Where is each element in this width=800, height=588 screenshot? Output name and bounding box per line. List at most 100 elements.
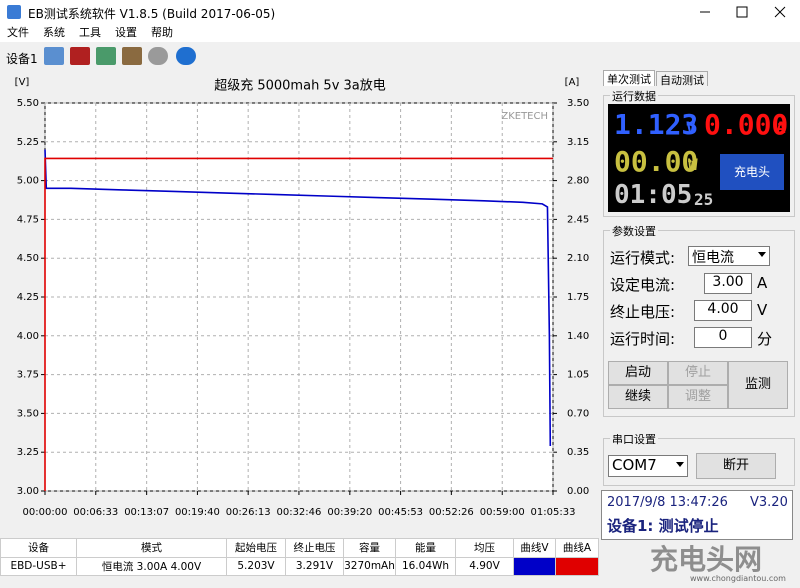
- x-tick-label: 00:13:07: [124, 507, 169, 518]
- summary-table: 设备 模式 起始电压 终止电压 容量 能量 均压 曲线V 曲线A EBD-USB+ 恒电流 3.0…: [0, 538, 599, 576]
- x-tick-label: 00:52:26: [429, 507, 474, 518]
- current-input[interactable]: 3.00: [704, 273, 752, 294]
- x-tick-label: 00:19:40: [175, 507, 220, 518]
- monitor-button[interactable]: 监测: [728, 361, 788, 409]
- time-label: 运行时间:: [610, 330, 676, 348]
- y-tick-label: 4.00: [17, 331, 39, 342]
- x-tick-label: 00:59:00: [480, 507, 525, 518]
- time-reading: 01:05: [614, 180, 693, 210]
- table-header: 模式: [76, 538, 227, 558]
- x-tick-label: 00:39:20: [327, 507, 372, 518]
- y-tick-label: 4.75: [17, 214, 39, 225]
- menu-item[interactable]: 文件: [7, 26, 29, 39]
- data-line: [44, 157, 553, 491]
- y-tick-label: 5.25: [17, 137, 39, 148]
- search-icon[interactable]: [148, 47, 168, 65]
- curve-swatch: [513, 556, 556, 576]
- y-tick-label: 5.00: [17, 176, 39, 187]
- y-tick-label: 4.25: [17, 292, 39, 303]
- voltage-input[interactable]: 4.00: [694, 300, 752, 321]
- save-icon[interactable]: [70, 47, 90, 65]
- toolbar: 设备1: [0, 43, 600, 70]
- menu-item[interactable]: 系统: [43, 26, 65, 39]
- serial-group: 串口设置 COM7 断开: [603, 431, 795, 486]
- open-icon[interactable]: [44, 47, 64, 65]
- y-tick-label: 3.00: [17, 486, 39, 497]
- status-version: V3.20: [750, 495, 788, 510]
- y2-tick-label: 0.35: [567, 447, 589, 458]
- voltage-label: 终止电压:: [610, 303, 676, 321]
- group-title: 运行数据: [610, 88, 658, 104]
- tab[interactable]: 单次测试: [603, 70, 655, 86]
- watermark-logo: 充电头网: [650, 543, 763, 576]
- current-label: 设定电流:: [610, 276, 676, 294]
- x-tick-label: 00:00:00: [23, 507, 68, 518]
- mode-select[interactable]: 恒电流: [688, 246, 770, 266]
- current-unit: A: [776, 118, 786, 137]
- y2-axis-label: [A]: [565, 77, 580, 88]
- status-state: 设备1: 测试停止: [607, 517, 719, 535]
- stop-button: 停止: [668, 361, 728, 385]
- table-header: 曲线V: [513, 538, 556, 558]
- watermark-url: www.chongdiantou.com: [690, 574, 786, 583]
- mode-label: 运行模式:: [610, 249, 676, 267]
- adjust-button: 调整: [668, 385, 728, 409]
- lcd-panel: 1.123 V 0.000 A 00.00 W 01:05 25 充电头: [608, 104, 790, 212]
- y2-tick-label: 2.45: [567, 214, 589, 225]
- dropdown-arrow: [758, 252, 766, 261]
- y2-tick-label: 0.00: [567, 486, 589, 497]
- window-controls[interactable]: [680, 0, 800, 24]
- y2-tick-label: 0.70: [567, 408, 589, 419]
- table-cell: 恒电流 3.00A 4.00V: [76, 556, 227, 576]
- continue-button[interactable]: 继续: [608, 385, 668, 409]
- mode-value: 恒电流: [692, 250, 734, 266]
- x-tick-label: 01:05:33: [531, 507, 576, 518]
- maximize[interactable]: [736, 6, 748, 18]
- table-header: 能量: [395, 538, 456, 558]
- params-group: 参数设置 运行模式: 恒电流 设定电流: 3.00 A 终止电压: 4.00 V…: [603, 223, 795, 417]
- table-cell: 16.04Wh: [395, 556, 456, 576]
- table-header: 设备: [0, 538, 77, 558]
- table-header: 曲线A: [555, 538, 599, 558]
- tab[interactable]: 自动测试: [656, 71, 708, 87]
- status-datetime: 2017/9/8 13:47:26: [607, 495, 728, 510]
- menu-item[interactable]: 帮助: [151, 26, 173, 39]
- tabs: 单次测试 自动测试: [603, 70, 793, 87]
- tools-icon[interactable]: [122, 47, 142, 65]
- y2-tick-label: 2.80: [567, 176, 589, 187]
- y2-tick-label: 1.75: [567, 292, 589, 303]
- group-title: 串口设置: [610, 431, 658, 447]
- disconnect-button[interactable]: 断开: [696, 453, 776, 479]
- table-cell: 3270mAh: [343, 556, 396, 576]
- info-icon[interactable]: [176, 47, 196, 65]
- watermark: ZKETECH: [501, 111, 548, 122]
- port-select[interactable]: COM7: [608, 455, 688, 477]
- x-tick-label: 00:32:46: [276, 507, 321, 518]
- y-tick-label: 5.50: [17, 98, 39, 109]
- start-button[interactable]: 启动: [608, 361, 668, 385]
- image-icon[interactable]: [96, 47, 116, 65]
- app-icon: [7, 5, 21, 19]
- x-tick-label: 00:26:13: [226, 507, 271, 518]
- menu-item[interactable]: 设置: [115, 26, 137, 39]
- menu-bar: 文件 系统 工具 设置 帮助: [0, 24, 800, 42]
- table-cell: 4.90V: [455, 556, 514, 576]
- y2-tick-label: 2.10: [567, 253, 589, 264]
- table-header: 终止电压: [285, 538, 344, 558]
- run-data-group: 运行数据 1.123 V 0.000 A 00.00 W 01:05 25 充电…: [603, 88, 795, 217]
- title-bar: EB测试系统软件 V1.8.5 (Build 2017-06-05): [0, 0, 800, 25]
- time-input[interactable]: 0: [694, 327, 752, 348]
- current-reading: 0.000: [704, 108, 789, 141]
- voltage-unit: V: [686, 118, 696, 137]
- table-header: 起始电压: [226, 538, 286, 558]
- seconds-reading: 25: [694, 190, 714, 209]
- x-tick-label: 00:45:53: [378, 507, 423, 518]
- menu-item[interactable]: 工具: [79, 26, 101, 39]
- y2-tick-label: 1.05: [567, 370, 589, 381]
- table-header: 均压: [455, 538, 514, 558]
- close[interactable]: [774, 6, 786, 18]
- y2-tick-label: 3.50: [567, 98, 589, 109]
- voltage-reading: 1.123: [614, 108, 699, 141]
- data-line: [44, 149, 552, 446]
